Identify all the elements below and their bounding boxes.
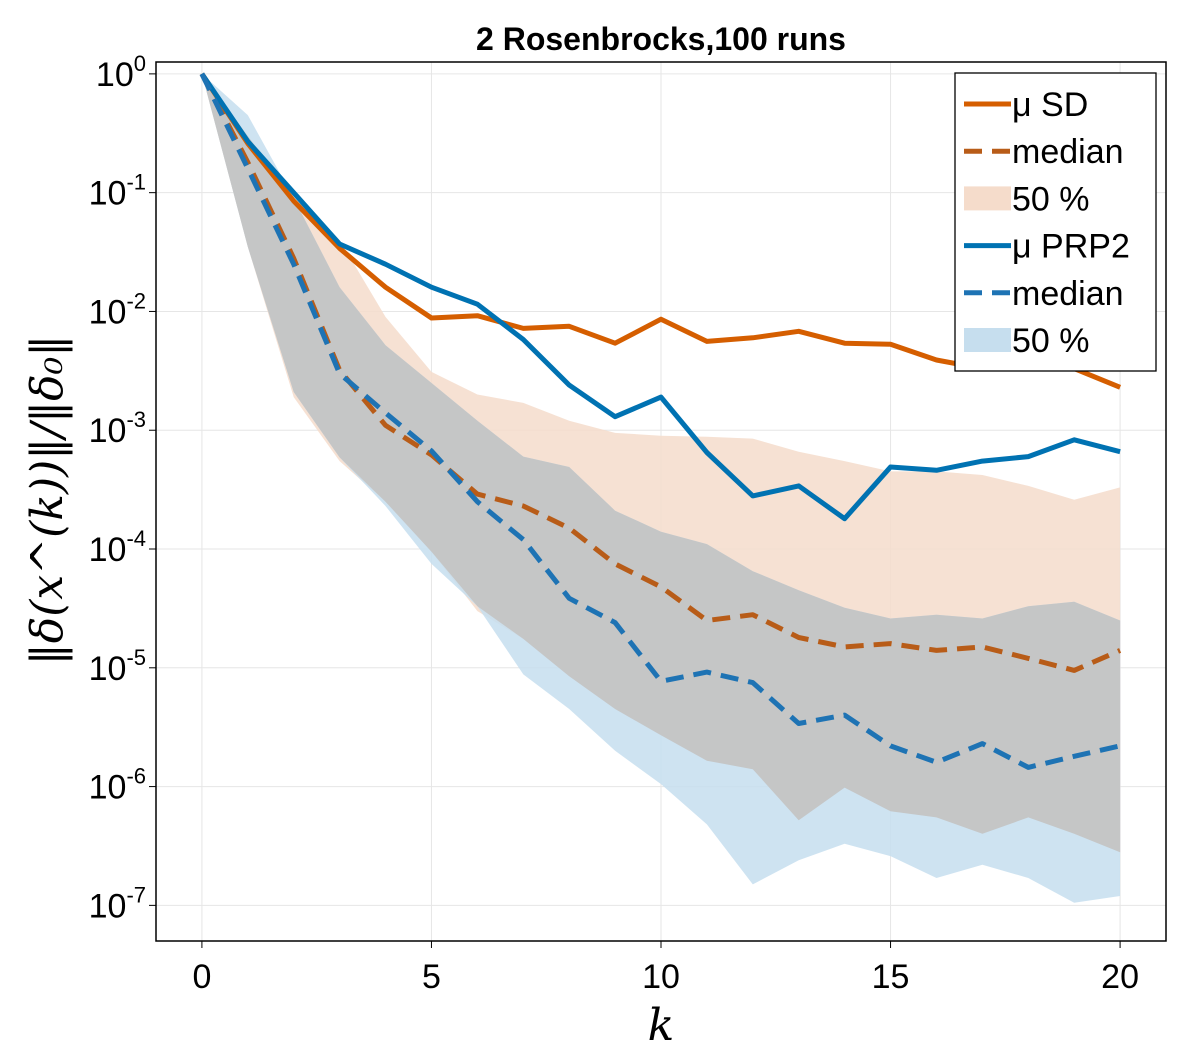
legend-label: μ SD [1012,86,1088,124]
legend-swatch [964,328,1011,352]
y-tick-label: 10-6 [89,764,146,807]
x-tick-label: 20 [1101,958,1139,996]
chart-title: 2 Rosenbrocks,100 runs [476,21,846,57]
x-tick-labels: 0 5 10 15 20 [192,958,1139,996]
legend-box [954,72,1157,372]
legend-swatch [964,186,1011,211]
bands [201,73,1121,903]
legend: μ SD median 50 % μ PRP2 median 50 % [954,72,1157,372]
y-tick-label: 10-4 [89,526,146,569]
y-axis-label: ‖δ(x^(k))‖/‖δ₀‖ [22,335,73,665]
x-tick-label: 15 [872,958,910,996]
median-line [199,72,1121,770]
legend-label: 50 % [1012,322,1090,360]
y-tick-labels: 100 10-1 10-2 10-3 10-4 10-5 10-6 10-7 [89,51,146,925]
x-tick-label: 0 [192,958,211,996]
band-overlap-area [201,73,1121,853]
plot-frame [155,61,1167,942]
y-tick-label: 10-1 [89,170,146,213]
y-tick-label: 10-7 [89,882,146,925]
x-tick-label: 5 [422,958,441,996]
y-tick-label: 100 [96,51,146,94]
y-tick-label: 10-3 [89,407,146,450]
y-tick-label: 10-5 [89,645,146,688]
legend-label: median [1012,133,1124,171]
legend-label: 50 % [1012,180,1090,218]
y-tick-label: 10-2 [89,288,146,331]
legend-label: median [1012,275,1124,313]
x-tick-label: 10 [642,958,680,996]
mean-line [199,72,1121,522]
legend-label: μ PRP2 [1012,228,1130,266]
x-axis-label: k [648,1000,675,1051]
